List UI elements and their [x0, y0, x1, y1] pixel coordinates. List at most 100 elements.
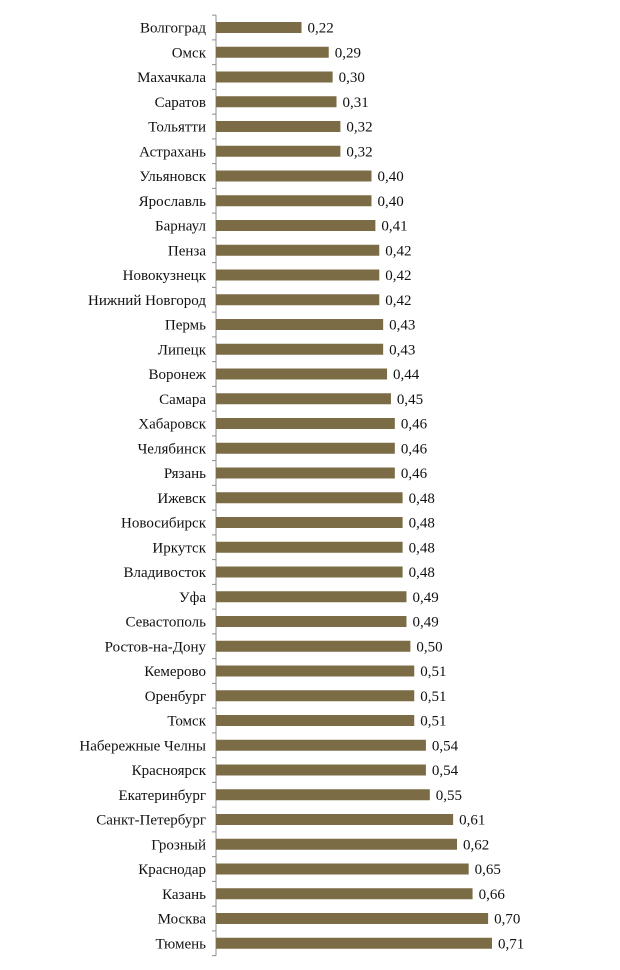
- category-tick-label: Санкт-Петербург: [96, 813, 206, 829]
- value-data-label: 0,46: [401, 417, 428, 433]
- bar: [216, 640, 411, 652]
- category-tick-label: Краснодар: [138, 862, 206, 878]
- category-tick-label: Владивосток: [124, 565, 207, 581]
- value-data-label: 0,22: [308, 21, 334, 37]
- bar: [216, 863, 469, 875]
- value-data-label: 0,71: [498, 936, 524, 952]
- category-tick-label: Самара: [159, 392, 206, 408]
- category-tick-label: Астрахань: [139, 144, 206, 160]
- value-data-label: 0,49: [412, 615, 438, 631]
- value-data-label: 0,32: [346, 120, 372, 136]
- value-data-label: 0,45: [397, 392, 423, 408]
- value-data-label: 0,42: [385, 243, 411, 259]
- chart-value-labels-layer: 0,220,29 0,30 0,31 0,32 0,32 0,40 0,40 0,41 0,42…: [308, 21, 525, 953]
- category-tick-label: Иркутск: [152, 540, 206, 556]
- chart-bars-layer: [216, 22, 492, 949]
- category-tick-label: Пермь: [165, 318, 206, 334]
- bar: [216, 170, 372, 182]
- value-data-label: 0,48: [409, 565, 435, 581]
- value-data-label: 0,43: [389, 318, 415, 334]
- value-data-label: 0,30: [339, 70, 365, 86]
- bar: [216, 71, 333, 83]
- bar: [216, 492, 403, 504]
- bar: [216, 616, 407, 627]
- bar: [216, 368, 388, 380]
- bar: [216, 294, 380, 306]
- bar: [216, 467, 395, 479]
- bar: [216, 764, 426, 776]
- category-tick-label: Москва: [158, 912, 207, 928]
- value-data-label: 0,32: [346, 144, 372, 160]
- value-data-label: 0,51: [420, 689, 446, 705]
- category-tick-label: Новосибирск: [121, 516, 207, 532]
- value-data-label: 0,31: [343, 95, 369, 111]
- value-data-label: 0,55: [436, 788, 462, 804]
- bar: [216, 393, 391, 405]
- bar: [216, 220, 376, 231]
- bar: [216, 319, 384, 330]
- value-data-label: 0,50: [416, 639, 442, 655]
- bar: [216, 145, 341, 157]
- bar: [216, 96, 337, 108]
- value-data-label: 0,42: [385, 293, 411, 309]
- bar: [216, 46, 329, 58]
- value-data-label: 0,51: [420, 714, 446, 730]
- category-tick-label: Ростов-на-Дону: [105, 639, 207, 655]
- bar: [216, 838, 458, 850]
- category-tick-label: Тюмень: [156, 936, 207, 952]
- bar: [216, 566, 403, 578]
- value-data-label: 0,51: [420, 664, 446, 680]
- bar: [216, 541, 403, 553]
- bar: [216, 244, 380, 256]
- category-tick-label: Рязань: [164, 466, 206, 482]
- bar: [216, 22, 302, 33]
- category-tick-label: Ульяновск: [139, 169, 206, 185]
- value-data-label: 0,40: [377, 169, 403, 185]
- value-data-label: 0,42: [385, 268, 411, 284]
- category-tick-label: Саратов: [155, 95, 206, 111]
- value-data-label: 0,61: [459, 813, 485, 829]
- bar: [216, 517, 403, 528]
- bar: [216, 789, 430, 801]
- category-tick-label: Хабаровск: [138, 417, 206, 433]
- bar: [216, 913, 489, 924]
- value-data-label: 0,43: [389, 342, 415, 358]
- value-data-label: 0,48: [409, 540, 435, 556]
- category-tick-label: Томск: [167, 714, 206, 730]
- value-data-label: 0,46: [401, 466, 428, 482]
- category-tick-label: Екатеринбург: [119, 788, 206, 804]
- bar: [216, 121, 341, 132]
- value-data-label: 0,40: [377, 194, 403, 210]
- category-tick-label: Грозный: [151, 837, 206, 853]
- value-data-label: 0,41: [381, 219, 407, 235]
- bar: [216, 591, 407, 603]
- bar: [216, 690, 415, 702]
- category-tick-label: Махачкала: [137, 70, 206, 86]
- category-tick-label: Нижний Новгород: [88, 293, 206, 309]
- bar: [216, 665, 415, 677]
- value-data-label: 0,44: [393, 367, 420, 383]
- value-data-label: 0,66: [479, 887, 506, 903]
- value-data-label: 0,48: [409, 516, 435, 532]
- category-tick-label: Барнаул: [155, 219, 207, 235]
- category-tick-label: Омск: [172, 45, 207, 61]
- bar: [216, 442, 395, 454]
- category-tick-label: Набережные Челны: [79, 738, 206, 754]
- bar: [216, 888, 473, 900]
- bar: [216, 739, 426, 751]
- bar: [216, 937, 492, 949]
- category-tick-label: Севастополь: [125, 615, 206, 631]
- value-data-label: 0,29: [335, 45, 361, 61]
- category-tick-label: Челябинск: [138, 441, 207, 457]
- chart-axis-layer: [212, 14, 217, 957]
- category-tick-label: Кемерово: [144, 664, 206, 680]
- value-data-label: 0,49: [412, 590, 438, 606]
- category-tick-label: Казань: [162, 887, 206, 903]
- category-tick-label: Ярославль: [139, 194, 207, 210]
- bar: [216, 269, 380, 281]
- category-tick-label: Красноярск: [132, 763, 207, 779]
- bar: [216, 195, 372, 207]
- category-tick-label: Липецк: [158, 342, 207, 358]
- value-data-label: 0,54: [432, 738, 459, 754]
